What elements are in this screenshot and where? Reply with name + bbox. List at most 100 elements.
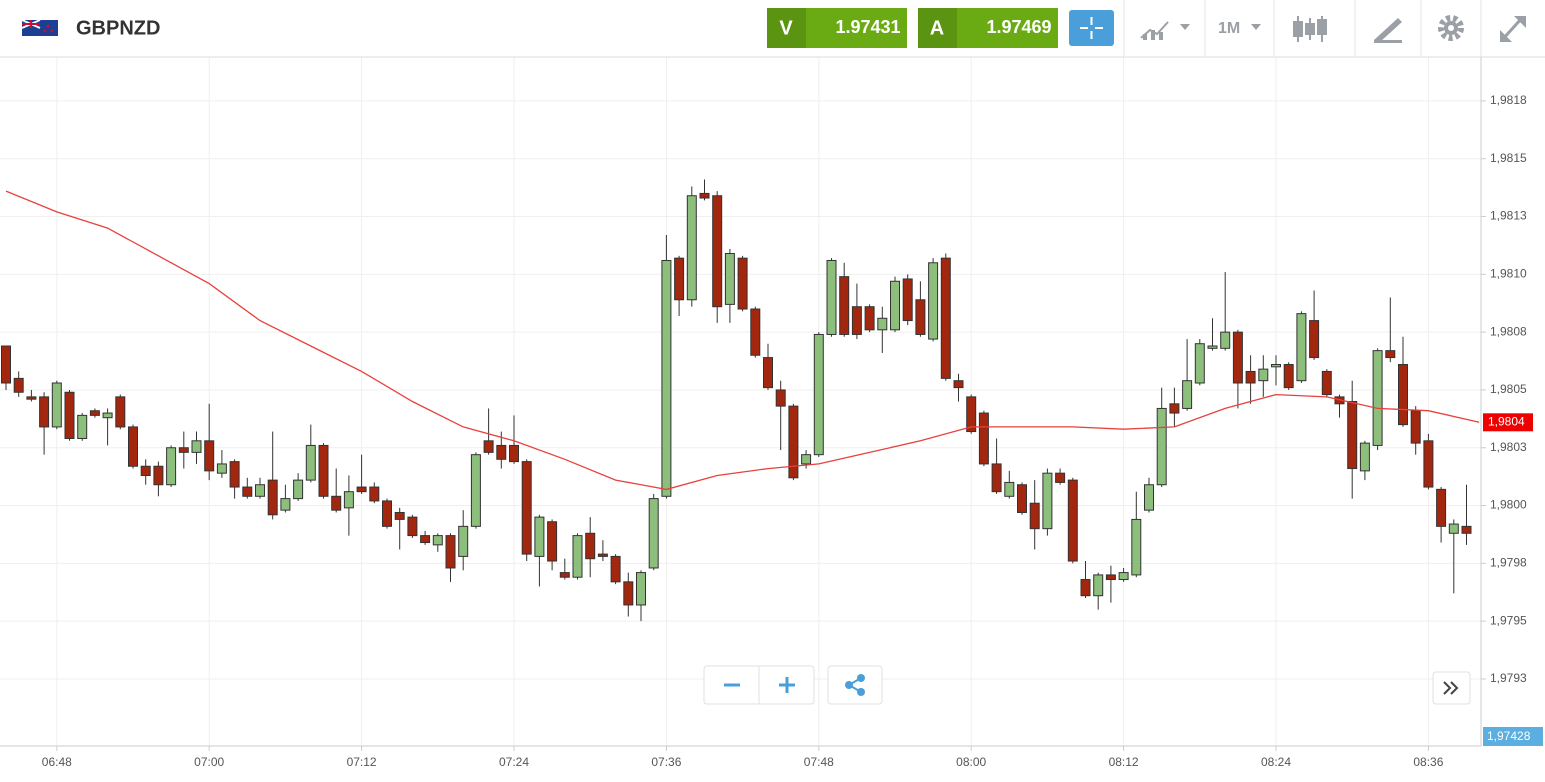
share-button[interactable] [827,665,883,705]
candle-style-button[interactable] [1293,16,1327,42]
candle-body [496,444,507,460]
y-tick-label: 1,9810 [1490,267,1527,281]
candle-body [851,306,862,335]
candle-body [1004,481,1015,497]
candle-body [89,410,100,416]
candle-body [953,380,964,389]
candle-body [801,454,812,465]
sell-price: 1.97431 [835,17,900,37]
timeframe: 1M [1218,20,1240,37]
x-tick-label: 07:36 [651,755,681,769]
y-tick-label: 1,9793 [1490,671,1527,685]
candle-body [1283,364,1294,389]
candle-body [737,257,748,310]
candle-body [521,461,532,555]
candle-body [1194,343,1205,384]
candle-body [407,516,418,537]
buy-label-bg [918,8,957,48]
candle-body [140,465,151,476]
candle-body [343,491,354,509]
candle-body [750,308,761,356]
candle-body [915,299,926,335]
candle-body [1296,313,1307,382]
y-tick-label: 1,9798 [1490,556,1527,570]
candle-body [280,498,291,511]
last-value-tag [1483,413,1533,432]
candle-body [1359,442,1370,472]
x-tick-label: 07:12 [347,755,377,769]
chart-type-button[interactable] [1140,21,1190,40]
candle-body [763,357,773,389]
y-tick-label: 1,9808 [1490,324,1527,338]
candle-body [1182,380,1193,409]
candle-body [26,396,37,400]
candle-body [661,259,672,497]
candle-body [115,396,126,428]
y-tick-label: 1,9813 [1490,209,1527,223]
candle-body [674,257,685,301]
x-tick-label: 07:00 [194,755,224,769]
candle-body [890,280,900,331]
candle-body [153,465,164,486]
candle-body [1017,484,1027,513]
candle-body [255,484,265,497]
scroll-end-button[interactable] [1432,671,1471,705]
candle-body [382,500,392,527]
candle-body [1169,403,1180,414]
x-tick-label: 06:48 [42,755,72,769]
candle-body [1423,440,1434,488]
candle-body [470,454,481,527]
y-tick-label: 1,9805 [1490,382,1527,396]
candle-body [229,461,240,488]
candle-body [483,440,494,453]
flag [21,19,58,36]
candle-body [1118,572,1129,581]
candle-body [597,553,608,557]
x-tick-label: 07:48 [804,755,834,769]
candle-body [394,511,405,520]
candle-body [1055,472,1066,483]
fullscreen-button[interactable] [1500,16,1526,42]
candle-body [356,486,367,493]
candle-body [940,257,951,379]
candle-body [331,495,342,511]
zoom-in[interactable] [779,677,795,693]
candle-body [1245,370,1256,384]
y-tick-label: 1,9815 [1490,151,1527,165]
buy-price: 1.97469 [986,17,1051,37]
candle-body [877,317,888,331]
candle-body [585,532,596,560]
crosshair-button[interactable] [1069,10,1114,46]
candle-body [166,447,177,486]
candle-body [1448,523,1459,534]
candle-body [293,479,304,500]
candle-body [864,306,875,331]
candle-body [610,555,621,583]
candle-body [1385,350,1396,359]
y-tick-label: 1,9818 [1490,93,1527,107]
y-tick-label: 1,9800 [1490,498,1527,512]
settings-button[interactable] [1438,15,1464,41]
candle-body [1042,472,1053,530]
candle-body [902,278,913,322]
candle-body [178,447,189,453]
candle-body [1093,574,1104,597]
candle-body [1029,502,1040,530]
drawing-tools-button[interactable] [1374,18,1402,43]
x-tick-label: 08:00 [956,755,986,769]
zoom-controls [703,665,815,705]
buy-label: A [930,17,944,39]
candle-body [445,535,456,569]
moving-average [5,190,1480,491]
candle-body [1067,479,1078,562]
x-tick-label: 08:36 [1413,755,1443,769]
candle-body [636,572,646,606]
candle-body [102,412,113,419]
candle-body [572,535,583,578]
candle-body [420,535,431,544]
candle-body [1,345,11,384]
candle-body [1461,525,1472,534]
candle-body [305,444,316,481]
y-tick-label: 1,9803 [1490,440,1527,454]
timeframe-button[interactable]: 1M [1218,20,1261,37]
